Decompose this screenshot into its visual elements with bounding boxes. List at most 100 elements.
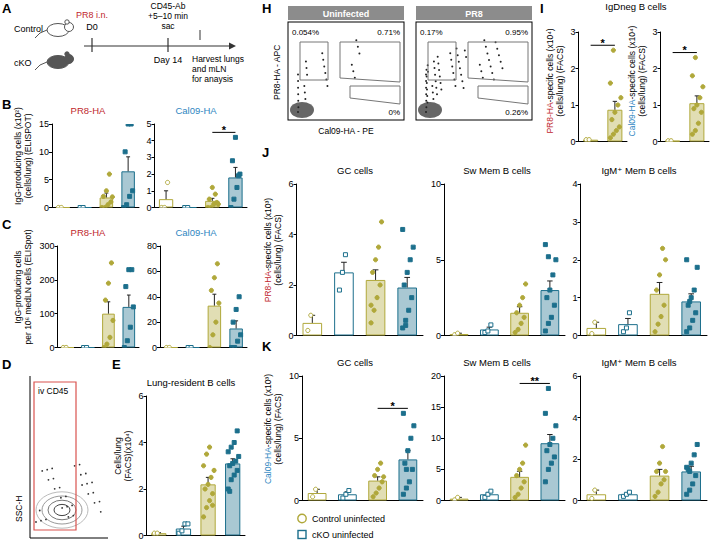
svg-text:4: 4 <box>146 136 151 146</box>
svg-text:*: * <box>222 124 227 136</box>
svg-text:300: 300 <box>39 241 54 251</box>
svg-text:4: 4 <box>288 230 293 240</box>
svg-text:3: 3 <box>572 217 577 227</box>
svg-text:iv CD45: iv CD45 <box>38 386 69 396</box>
svg-text:and mLN: and mLN <box>192 64 227 74</box>
svg-text:0: 0 <box>572 331 577 341</box>
svg-text:2: 2 <box>572 454 577 464</box>
svg-text:PR8-HA: PR8-HA <box>71 227 107 238</box>
svg-text:0.17%: 0.17% <box>420 28 443 37</box>
svg-text:200: 200 <box>39 275 54 285</box>
svg-text:100: 100 <box>39 309 54 319</box>
svg-text:6: 6 <box>138 391 143 401</box>
svg-text:5: 5 <box>44 175 49 185</box>
svg-text:0.054%: 0.054% <box>292 28 319 37</box>
svg-text:40: 40 <box>147 292 157 302</box>
svg-text:IgM⁺ Mem B cells: IgM⁺ Mem B cells <box>601 165 676 176</box>
html-text:IgDneg B cells: IgDneg B cells <box>605 1 667 12</box>
svg-text:2: 2 <box>570 64 575 74</box>
svg-text:0: 0 <box>152 343 157 353</box>
svg-text:PR8 i.n.: PR8 i.n. <box>76 10 108 20</box>
svg-text:6: 6 <box>288 179 293 189</box>
svg-text:5: 5 <box>436 255 441 265</box>
svg-text:2: 2 <box>652 64 657 74</box>
svg-text:Cal09-HA: Cal09-HA <box>175 105 217 116</box>
svg-text:2: 2 <box>572 255 577 265</box>
svg-text:15: 15 <box>39 119 49 129</box>
svg-text:0%: 0% <box>388 108 400 117</box>
svg-text:0: 0 <box>49 343 54 353</box>
svg-text:0: 0 <box>652 137 657 147</box>
svg-text:4: 4 <box>572 179 577 189</box>
svg-text:Control uninfected: Control uninfected <box>312 514 385 524</box>
svg-text:Cal09-HA: Cal09-HA <box>175 227 217 238</box>
svg-text:15: 15 <box>431 402 441 412</box>
svg-text:1: 1 <box>570 100 575 110</box>
svg-text:GC cells: GC cells <box>337 357 373 368</box>
svg-text:cKO uninfected: cKO uninfected <box>312 530 374 540</box>
svg-text:0: 0 <box>570 137 575 147</box>
svg-text:10: 10 <box>431 179 441 189</box>
svg-text:0: 0 <box>44 203 49 213</box>
svg-text:0: 0 <box>294 496 299 506</box>
svg-text:SSC-H: SSC-H <box>14 496 24 522</box>
svg-text:Uninfected: Uninfected <box>323 9 370 19</box>
svg-text:PR8: PR8 <box>465 9 483 19</box>
svg-text:5: 5 <box>294 433 299 443</box>
svg-text:0.95%: 0.95% <box>505 28 528 37</box>
html-text:A: A <box>2 1 12 16</box>
svg-text:2: 2 <box>288 280 293 290</box>
svg-text:20: 20 <box>147 317 157 327</box>
svg-text:Day 14: Day 14 <box>154 55 183 65</box>
svg-text:1: 1 <box>652 100 657 110</box>
svg-text:sac: sac <box>161 21 175 31</box>
svg-text:0: 0 <box>146 203 151 213</box>
svg-text:for anaysis: for anaysis <box>192 74 233 84</box>
svg-text:2: 2 <box>138 484 143 494</box>
svg-text:Cal09-HA - PE: Cal09-HA - PE <box>318 126 374 136</box>
svg-text:0: 0 <box>288 331 293 341</box>
html-text:H: H <box>262 1 272 16</box>
svg-text:Control: Control <box>14 24 43 34</box>
svg-text:0: 0 <box>436 496 441 506</box>
svg-text:Sw Mem B cells: Sw Mem B cells <box>463 165 531 176</box>
svg-text:1: 1 <box>572 293 577 303</box>
svg-text:0.71%: 0.71% <box>377 28 400 37</box>
svg-text:0: 0 <box>138 531 143 541</box>
svg-text:4: 4 <box>572 413 577 423</box>
svg-text:10: 10 <box>39 147 49 157</box>
svg-text:D0: D0 <box>86 22 98 32</box>
svg-text:80: 80 <box>147 241 157 251</box>
svg-text:IgM⁺ Mem B cells: IgM⁺ Mem B cells <box>601 357 676 368</box>
svg-text:PR8-HA: PR8-HA <box>71 105 107 116</box>
svg-text:10: 10 <box>289 371 299 381</box>
html-text:D: D <box>2 357 12 372</box>
svg-text:20: 20 <box>431 371 441 381</box>
svg-text:+5–10 min: +5–10 min <box>148 11 188 21</box>
svg-text:3: 3 <box>146 152 151 162</box>
svg-text:5: 5 <box>146 119 151 129</box>
svg-text:*: * <box>601 37 606 49</box>
svg-text:0.26%: 0.26% <box>505 108 528 117</box>
svg-text:PR8-HA - APC: PR8-HA - APC <box>272 45 282 100</box>
svg-text:5: 5 <box>436 464 441 474</box>
svg-text:4: 4 <box>138 438 143 448</box>
svg-text:GC cells: GC cells <box>337 165 373 176</box>
svg-text:0: 0 <box>436 331 441 341</box>
svg-text:Sw Mem B cells: Sw Mem B cells <box>463 357 531 368</box>
svg-text:3: 3 <box>570 27 575 37</box>
svg-text:60: 60 <box>147 266 157 276</box>
svg-text:2: 2 <box>146 169 151 179</box>
svg-text:10: 10 <box>431 433 441 443</box>
svg-text:Harvest lungs: Harvest lungs <box>192 54 244 64</box>
svg-text:**: ** <box>530 375 539 387</box>
svg-text:1: 1 <box>146 186 151 196</box>
svg-text:cKO: cKO <box>14 58 32 68</box>
svg-text:CD45-Ab: CD45-Ab <box>151 1 186 11</box>
svg-text:Lung-resident B cells: Lung-resident B cells <box>147 377 236 388</box>
svg-text:*: * <box>683 44 688 56</box>
svg-text:6: 6 <box>572 371 577 381</box>
svg-text:*: * <box>391 400 396 412</box>
svg-text:3: 3 <box>652 27 657 37</box>
svg-text:0: 0 <box>572 496 577 506</box>
